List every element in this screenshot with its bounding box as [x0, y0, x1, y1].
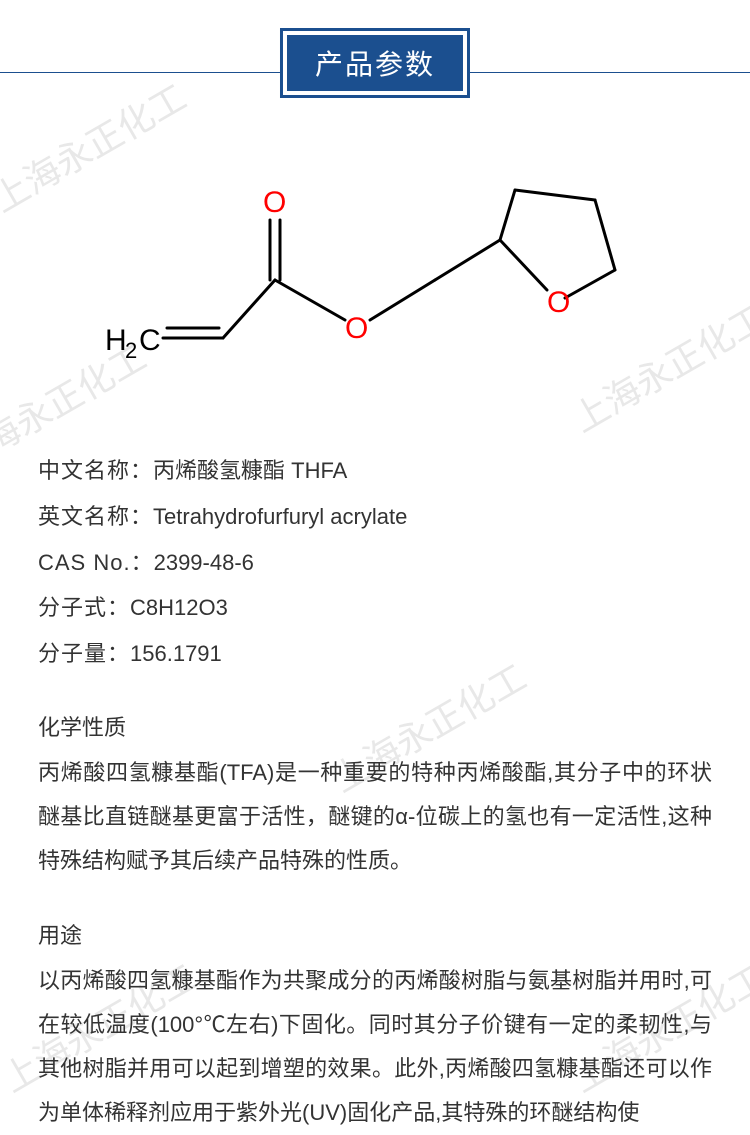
- atom-oxygen-ester: O: [345, 312, 368, 345]
- use-body: 以丙烯酸四氢糠基酯作为共聚成分的丙烯酸树脂与氨基树脂并用时,可在较低温度(100…: [38, 959, 712, 1135]
- chem-section: 化学性质 丙烯酸四氢糠基酯(TFA)是一种重要的特种丙烯酸酯,其分子中的环状醚基…: [38, 707, 712, 883]
- en-name-row: 英文名称：Tetrahydrofurfuryl acrylate: [38, 496, 712, 538]
- section-title-box: 产品参数: [280, 28, 470, 98]
- svg-text:C: C: [139, 324, 161, 357]
- use-section: 用途 以丙烯酸四氢糠基酯作为共聚成分的丙烯酸树脂与氨基树脂并用时,可在较低温度(…: [38, 915, 712, 1135]
- mw-label: 分子量：: [38, 641, 130, 666]
- mw-row: 分子量：156.1791: [38, 633, 712, 675]
- formula-row: 分子式：C8H12O3: [38, 587, 712, 629]
- section-title: 产品参数: [287, 35, 463, 91]
- atom-oxygen-carbonyl: O: [263, 186, 286, 219]
- atom-h2c-label: H: [105, 324, 127, 357]
- cas-label: CAS No.：: [38, 550, 154, 575]
- cas-row: CAS No.：2399-48-6: [38, 542, 712, 584]
- chem-body: 丙烯酸四氢糠基酯(TFA)是一种重要的特种丙烯酸酯,其分子中的环状醚基比直链醚基…: [38, 751, 712, 883]
- cn-name-label: 中文名称：: [38, 458, 153, 483]
- atom-oxygen-ring: O: [547, 286, 570, 319]
- chem-title: 化学性质: [38, 707, 712, 749]
- cn-name-row: 中文名称：丙烯酸氢糠酯 THFA: [38, 450, 712, 492]
- mw-value: 156.1791: [130, 641, 222, 666]
- cn-name-value: 丙烯酸氢糠酯 THFA: [153, 458, 347, 483]
- en-name-label: 英文名称：: [38, 504, 153, 529]
- formula-label: 分子式：: [38, 595, 130, 620]
- use-title: 用途: [38, 915, 712, 957]
- molecule-structure: H 2 C O O O: [95, 180, 655, 380]
- en-name-value: Tetrahydrofurfuryl acrylate: [153, 504, 407, 529]
- svg-text:2: 2: [125, 338, 137, 363]
- formula-value: C8H12O3: [130, 595, 228, 620]
- product-info: 中文名称：丙烯酸氢糠酯 THFA 英文名称：Tetrahydrofurfuryl…: [38, 450, 712, 1135]
- cas-value: 2399-48-6: [154, 550, 254, 575]
